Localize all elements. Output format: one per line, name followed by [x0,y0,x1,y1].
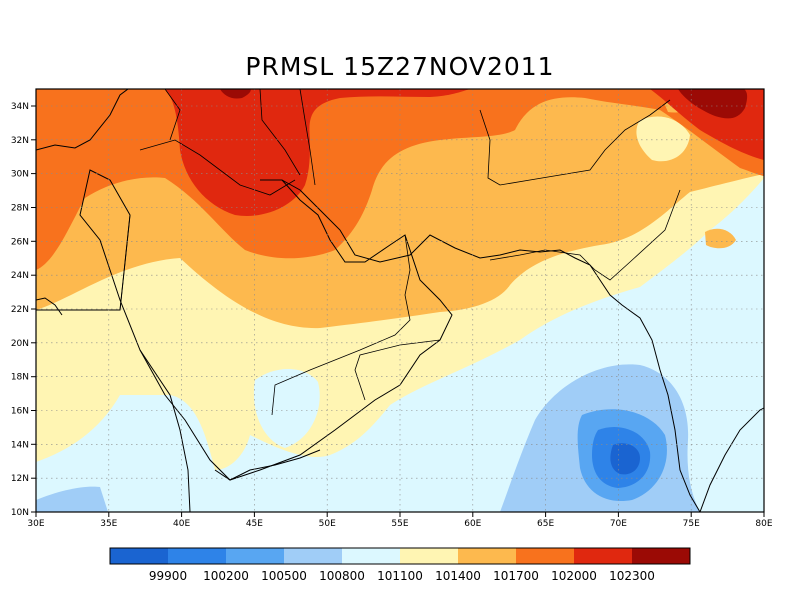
lat-label: 12N [11,474,29,484]
colorbar-swatch [284,548,342,564]
colorbar-swatch [400,548,458,564]
colorbar-label: 101700 [493,569,539,583]
colorbar-label: 102300 [609,569,655,583]
colorbar-swatch [632,548,690,564]
country-borders [36,89,681,416]
colorbar: 99900 100200 100500 100800 101100 101400… [109,547,691,583]
lat-label: 22N [11,305,29,315]
map-title: PRMSL 15Z27NOV2011 [245,52,555,81]
colorbar-swatch [342,548,400,564]
lon-label: 40E [173,519,190,529]
colorbar-swatch [458,548,516,564]
lon-label: 80E [755,519,772,529]
fill-102600-w [220,89,251,99]
colorbar-swatch [226,548,284,564]
lat-label: 16N [11,407,29,417]
lat-label: 28N [11,204,29,214]
fill-102600 [678,89,748,119]
fill-100800-w [36,486,108,512]
colorbar-swatch [168,548,226,564]
colorbar-swatch [516,548,574,564]
fill-101700-patch [705,228,736,249]
lat-label: 34N [11,102,29,112]
colorbar-label: 101400 [435,569,481,583]
lon-label: 30E [27,519,44,529]
lat-label: 20N [11,339,29,349]
lat-label: 18N [11,373,29,383]
lat-label: 10N [11,508,29,518]
colorbar-label: 100800 [319,569,365,583]
lon-label: 65E [537,519,554,529]
lon-label: 70E [610,519,627,529]
lon-label: 75E [683,519,700,529]
lon-label: 60E [464,519,481,529]
lon-label: 55E [391,519,408,529]
tick-marks [31,105,765,517]
colorbar-label: 100500 [261,569,307,583]
lon-label: 50E [319,519,336,529]
fill-99900 [610,443,640,475]
lat-label: 14N [11,440,29,450]
pressure-field [36,89,764,512]
lon-label: 35E [100,519,117,529]
lat-label: 32N [11,136,29,146]
colorbar-label: 99900 [149,569,187,583]
lat-label: 26N [11,237,29,247]
colorbar-label: 101100 [377,569,423,583]
lon-label: 45E [246,519,263,529]
colorbar-label: 102000 [551,569,597,583]
colorbar-frame [109,547,691,565]
lat-label: 24N [11,271,29,281]
lat-labels: 10N 12N 14N 16N 18N 20N 22N 24N 26N 28N … [11,102,29,518]
fill-102300 [165,89,470,216]
colorbar-swatch [574,548,632,564]
colorbar-label: 100200 [203,569,249,583]
fill-101400-patch [636,116,690,162]
graticule [36,89,764,512]
lon-labels: 30E 35E 40E 45E 50E 55E 60E 65E 70E 75E … [27,519,772,529]
fill-101100-ocean-patch [253,368,320,448]
colorbar-swatch [110,548,168,564]
lat-label: 30N [11,170,29,180]
